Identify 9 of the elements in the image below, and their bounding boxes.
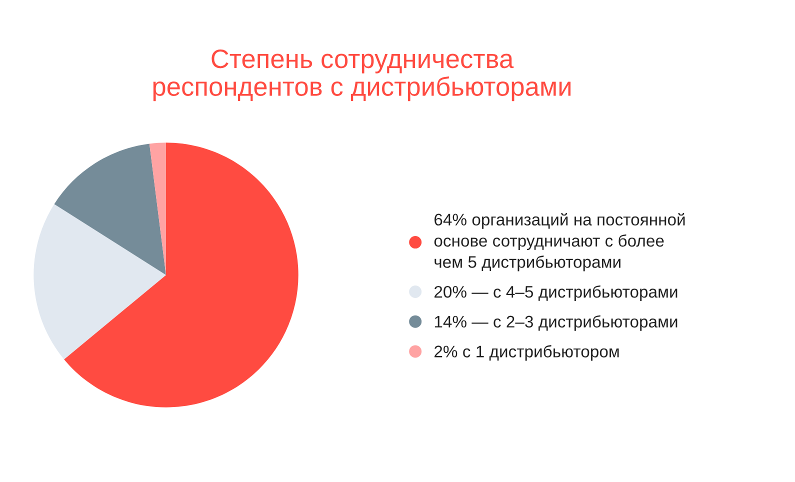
legend-label: 14% — с 2–3 дистрибьюторами — [434, 315, 678, 331]
chart-title: Степень сотрудничества респондентов с дистрибьюторами — [153, 50, 571, 102]
legend-label: 64% организаций на постоянной основе сотрудничают с более чем 5 дистрибьюторами — [434, 213, 685, 272]
pie-slice — [149, 142, 166, 275]
pie-slice — [54, 144, 166, 275]
legend-label: 2% с 1 дистрибьютором — [434, 345, 619, 361]
pie-slice — [34, 204, 166, 360]
pie-slice — [64, 142, 298, 408]
legend-label: 20% — с 4–5 дистрибьюторами — [434, 285, 678, 302]
